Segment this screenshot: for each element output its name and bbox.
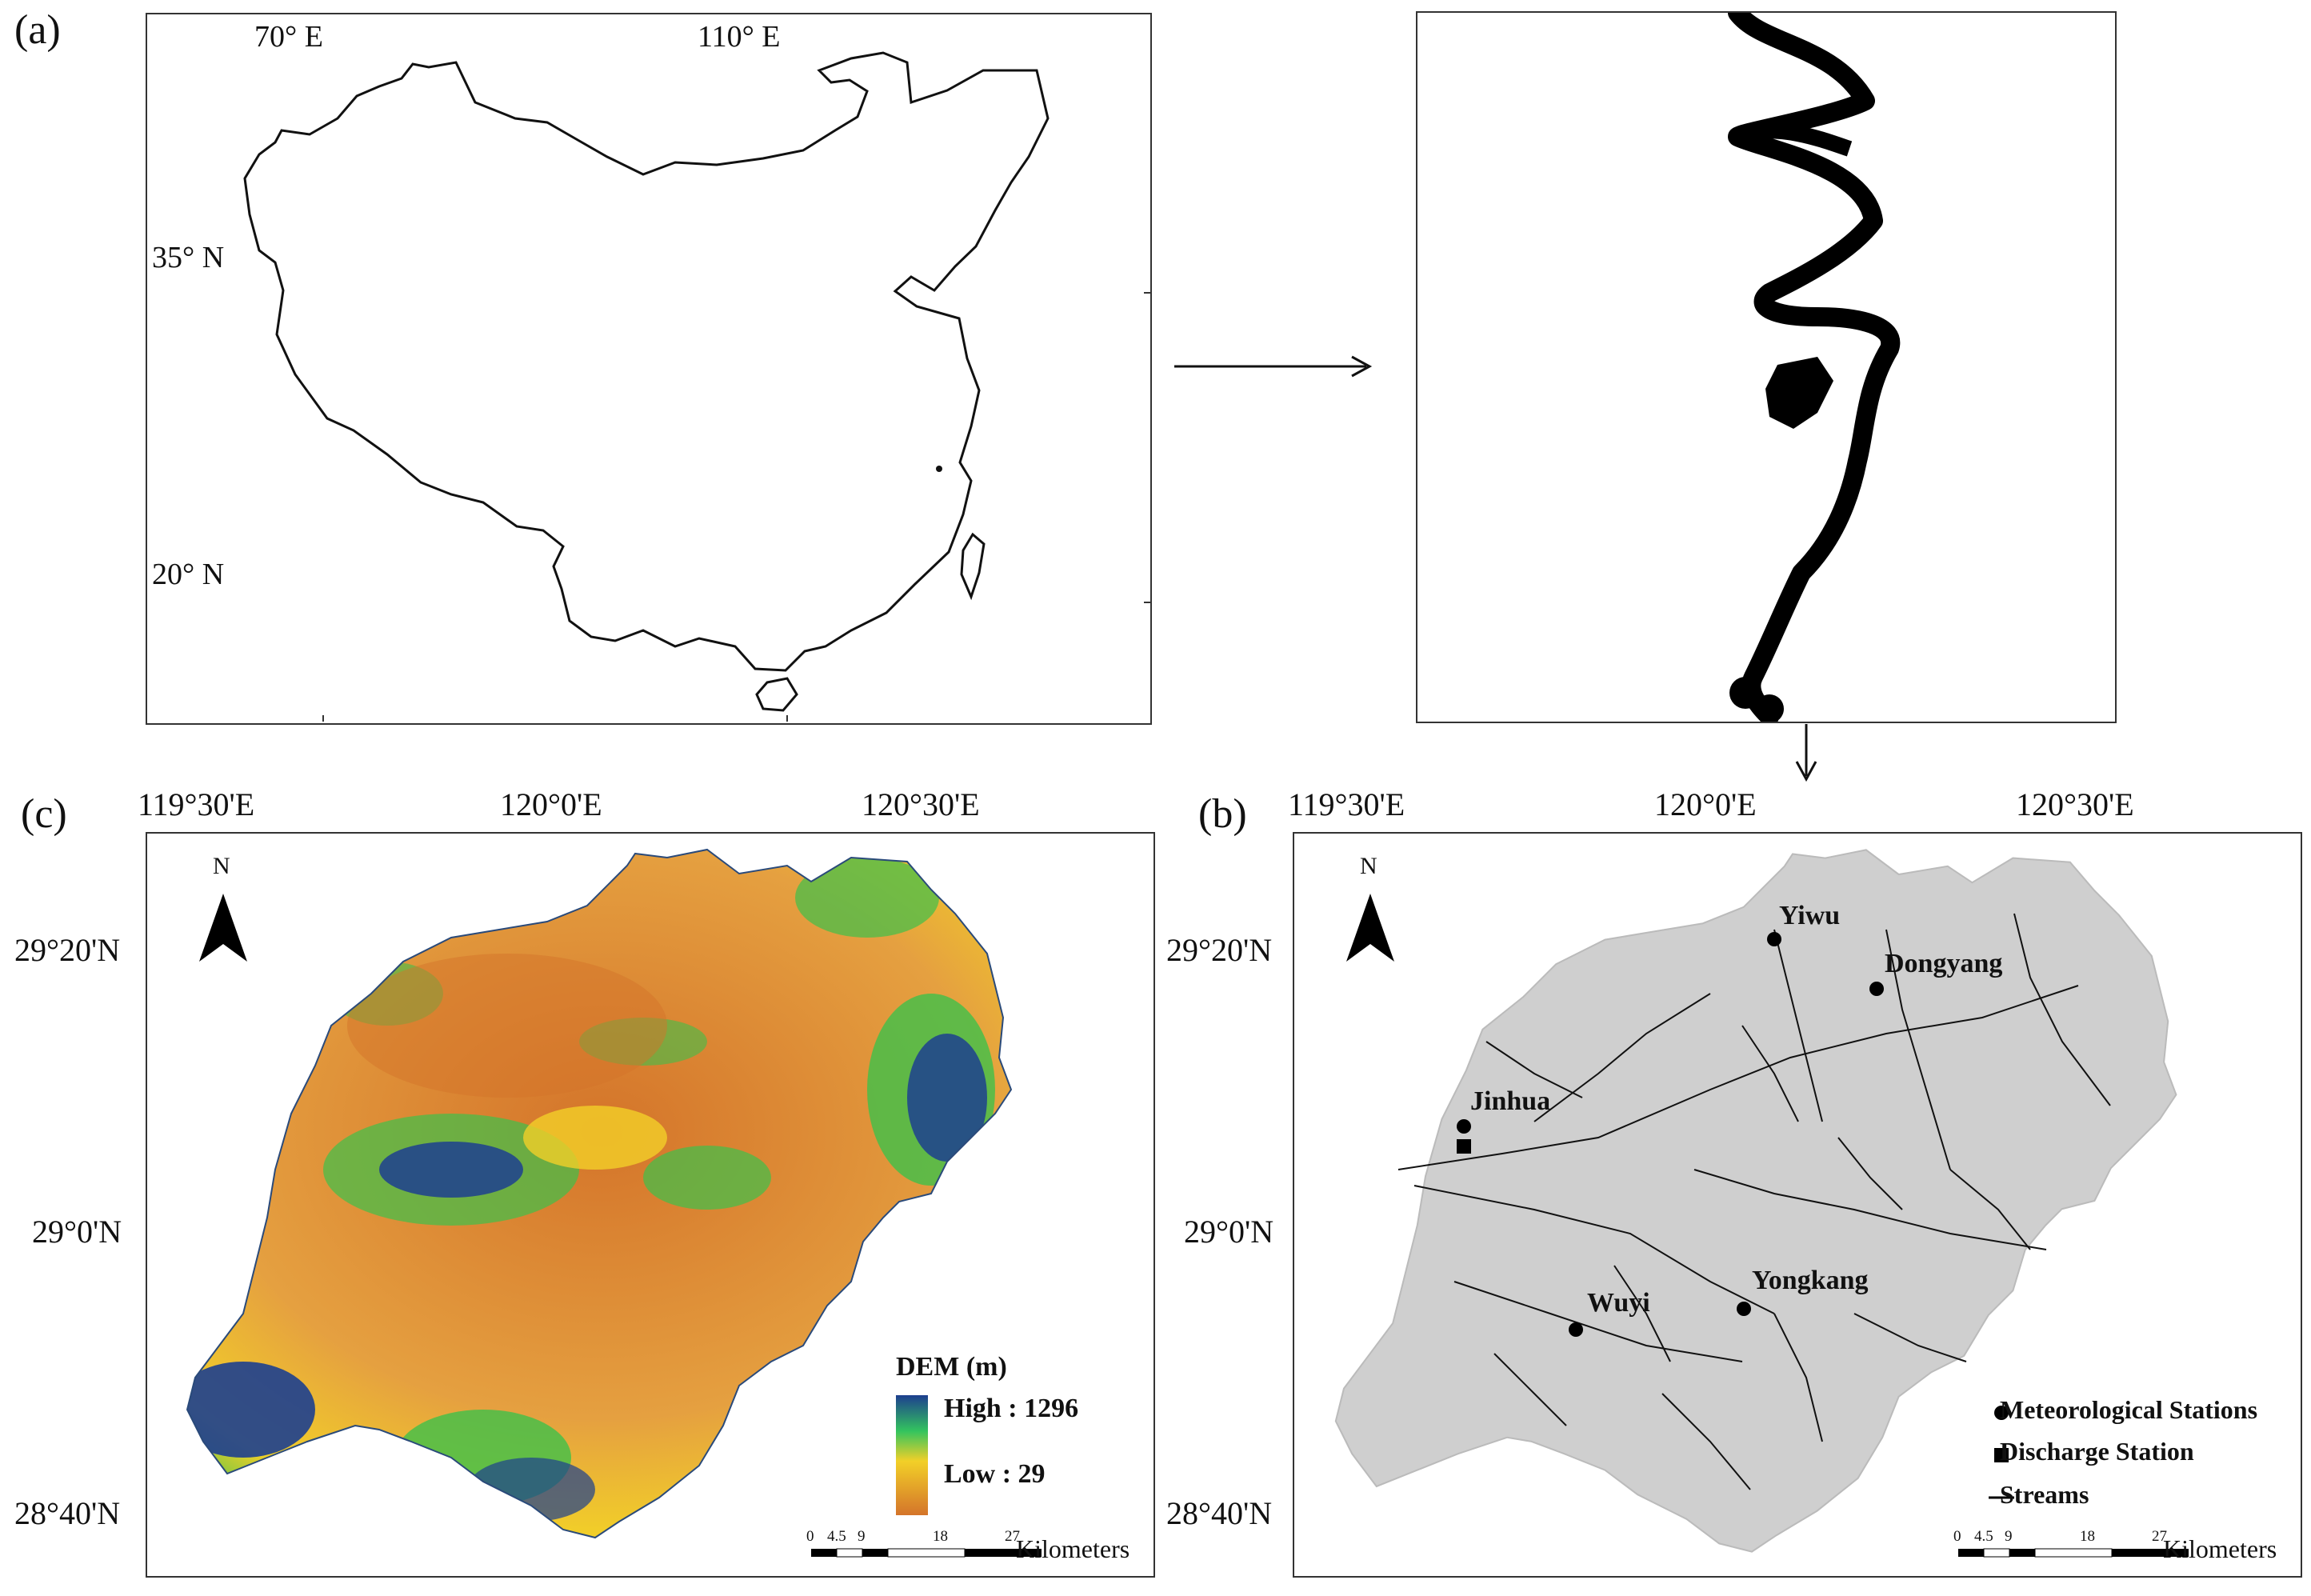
c-lon-label-3: 120°30'E [862, 786, 980, 822]
panel-b-stations-frame [1293, 832, 2302, 1578]
station-jinhua-marker [1457, 1119, 1471, 1134]
north-arrow-b [1346, 894, 1394, 962]
b-lon-label-1: 119°30'E [1288, 786, 1405, 822]
panel-a-china-map-frame [146, 13, 1152, 725]
panel-a-label: (a) [14, 7, 61, 53]
c-lat-label-1: 29°20'N [14, 932, 121, 968]
scale-b-9: 9 [2005, 1528, 2013, 1545]
scale-bar-b [1958, 1548, 2189, 1558]
lat-label-35n: 35° N [152, 241, 225, 274]
b-lon-label-2: 120°0'E [1654, 786, 1757, 822]
inland-lake [1765, 357, 1833, 429]
scale-c-27: 27 [1005, 1528, 1020, 1545]
b-lon-label-3: 120°30'E [2016, 786, 2134, 822]
scale-c-unit: Kilometers [1016, 1534, 1130, 1563]
panel-c-label: (c) [21, 791, 67, 837]
dem-map [186, 849, 1042, 1558]
taiwan-outline [960, 532, 986, 601]
lat-label-20n: 20° N [152, 558, 225, 591]
lon-label-70e: 70° E [254, 20, 323, 54]
panel-c-dem-frame [146, 832, 1155, 1578]
dem-legend-bar [896, 1395, 928, 1515]
station-label-yongkang: Yongkang [1752, 1266, 1869, 1295]
scale-b-0: 0 [1953, 1528, 1961, 1545]
c-lon-label-1: 119°30'E [138, 786, 255, 822]
hainan-outline [755, 677, 798, 712]
station-wuyi-marker [1569, 1322, 1583, 1337]
legend-streams: Streams [2000, 1480, 2089, 1509]
station-label-jinhua: Jinhua [1470, 1086, 1551, 1116]
c-lat-label-2: 29°0'N [32, 1214, 122, 1250]
scale-b-45: 4.5 [1974, 1528, 1993, 1545]
dem-legend-high: High : 1296 [944, 1394, 1079, 1423]
china-outline [243, 51, 1050, 672]
north-arrow-c [199, 894, 247, 962]
station-label-yiwu: Yiwu [1779, 901, 1841, 930]
province-boundary-zoom [1728, 13, 1901, 722]
dem-legend-title: DEM (m) [896, 1352, 1007, 1382]
scale-b-27: 27 [2152, 1528, 2167, 1545]
scale-c-18: 18 [933, 1528, 948, 1545]
station-yongkang-marker [1737, 1302, 1751, 1316]
north-label-c: N [213, 853, 230, 879]
b-lat-label-2: 29°0'N [1184, 1214, 1274, 1250]
legend-meteorological: Meteorological Stations [2000, 1395, 2258, 1424]
north-label-b: N [1360, 853, 1377, 879]
discharge-station-marker [1457, 1139, 1471, 1154]
scale-c-0: 0 [806, 1528, 814, 1545]
panel-zoom-province-frame [1416, 11, 2117, 723]
c-lon-label-2: 120°0'E [500, 786, 602, 822]
scale-c-9: 9 [858, 1528, 866, 1545]
scale-b-unit: Kilometers [2163, 1534, 2277, 1563]
station-label-wuyi: Wuyi [1587, 1288, 1650, 1318]
panel-b-label: (b) [1198, 791, 1247, 837]
china-outline-map [243, 51, 1150, 722]
basin-stream-map [1334, 849, 2189, 1558]
scale-bar-c [811, 1548, 1042, 1558]
scale-c-45: 4.5 [827, 1528, 846, 1545]
station-yiwu-marker [1767, 932, 1781, 946]
lon-label-110e: 110° E [698, 20, 781, 54]
dem-legend-low: Low : 29 [944, 1459, 1046, 1489]
c-lat-label-3: 28°40'N [14, 1495, 121, 1531]
station-dongyang-marker [1869, 982, 1884, 996]
station-label-dongyang: Dongyang [1885, 949, 2003, 978]
b-lat-label-3: 28°40'N [1166, 1495, 1273, 1531]
b-lat-label-1: 29°20'N [1166, 932, 1273, 968]
stream-network [1397, 913, 2111, 1490]
legend-discharge: Discharge Station [2000, 1437, 2194, 1466]
scale-b-18: 18 [2080, 1528, 2095, 1545]
